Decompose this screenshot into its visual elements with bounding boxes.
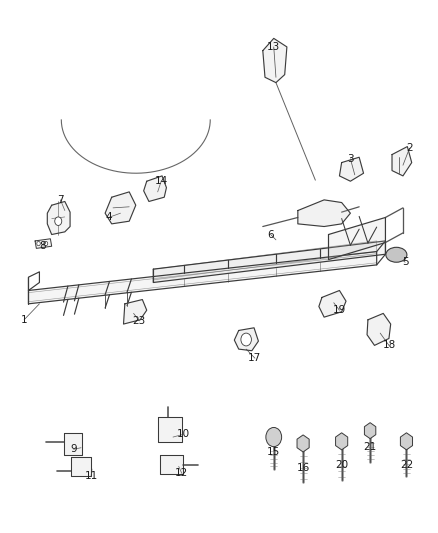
Text: 7: 7 <box>57 195 64 205</box>
Text: 11: 11 <box>85 471 98 481</box>
Text: 4: 4 <box>105 213 112 222</box>
Polygon shape <box>35 239 52 248</box>
Polygon shape <box>392 147 412 176</box>
Ellipse shape <box>386 247 407 262</box>
Text: 19: 19 <box>333 305 346 315</box>
Text: 22: 22 <box>400 460 413 470</box>
Circle shape <box>55 217 62 225</box>
Circle shape <box>241 333 251 346</box>
Polygon shape <box>298 200 350 227</box>
Polygon shape <box>328 217 385 260</box>
Text: 23: 23 <box>133 316 146 326</box>
Text: 21: 21 <box>364 442 377 451</box>
Text: 2: 2 <box>406 143 413 153</box>
Text: 3: 3 <box>347 154 354 164</box>
Text: 18: 18 <box>382 341 396 350</box>
Text: 20: 20 <box>335 460 348 470</box>
Text: 9: 9 <box>70 445 77 454</box>
Polygon shape <box>153 241 377 280</box>
Circle shape <box>44 241 48 246</box>
Circle shape <box>37 241 40 246</box>
Polygon shape <box>339 157 364 181</box>
Text: 5: 5 <box>402 257 409 267</box>
Text: 15: 15 <box>267 447 280 457</box>
Text: 10: 10 <box>177 430 190 439</box>
Polygon shape <box>319 290 346 317</box>
Polygon shape <box>160 455 183 474</box>
Text: 8: 8 <box>39 241 46 251</box>
Polygon shape <box>124 300 147 324</box>
Text: 17: 17 <box>248 353 261 363</box>
Polygon shape <box>153 241 385 282</box>
Text: 13: 13 <box>267 42 280 52</box>
Polygon shape <box>234 328 258 351</box>
Polygon shape <box>105 192 136 224</box>
Text: 16: 16 <box>297 463 310 473</box>
Polygon shape <box>144 176 166 201</box>
Polygon shape <box>263 38 287 83</box>
Text: 14: 14 <box>155 176 168 186</box>
Polygon shape <box>71 457 91 476</box>
Polygon shape <box>158 417 182 442</box>
Circle shape <box>266 427 282 447</box>
Text: 12: 12 <box>175 469 188 478</box>
Text: 1: 1 <box>21 315 28 325</box>
Polygon shape <box>47 201 70 235</box>
Text: 6: 6 <box>267 230 274 239</box>
Polygon shape <box>64 433 82 455</box>
Polygon shape <box>28 252 377 304</box>
Polygon shape <box>367 313 391 345</box>
